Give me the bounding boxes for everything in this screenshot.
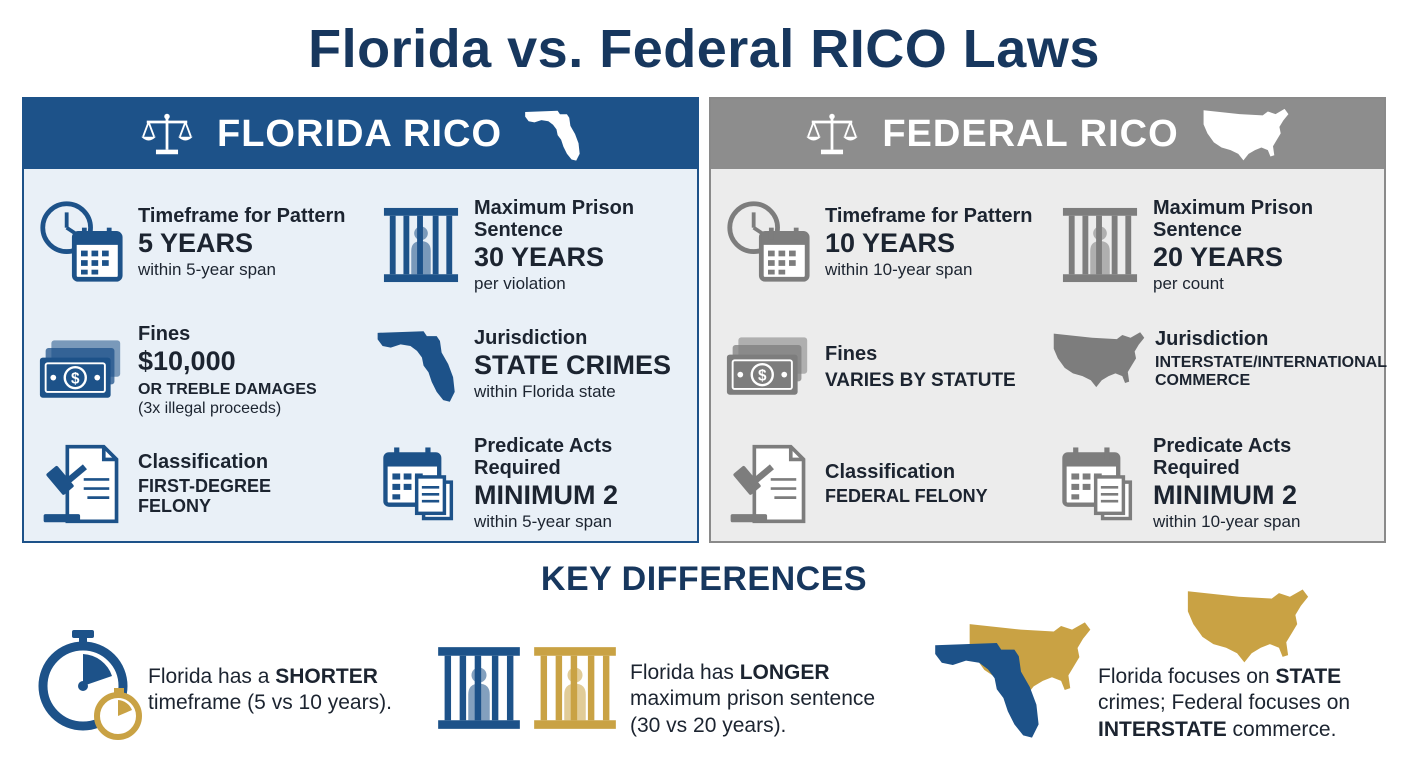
kd-text: commerce. <box>1226 717 1337 741</box>
prison-label-1: Maximum Prison <box>1153 197 1314 219</box>
timeframe-note: within 5-year span <box>138 259 276 279</box>
scales-icon <box>804 111 860 157</box>
predicate-label-1: Predicate Acts <box>1153 435 1292 457</box>
prison-bars-pair-icon <box>436 640 522 736</box>
classification-label: Classification <box>138 451 269 474</box>
prison-label-2: Sentence <box>1153 219 1242 241</box>
predicate-value: MINIMUM 2 <box>1153 480 1297 510</box>
federal-jurisdiction: Jurisdiction INTERSTATE/INTERNATIONAL CO… <box>1051 327 1387 391</box>
prison-note: per violation <box>474 273 566 293</box>
usa-map-icon <box>1201 105 1291 163</box>
kd-text: Florida focuses on <box>1098 665 1276 688</box>
federal-timeframe: Timeframe for Pattern 10 YEARS within 10… <box>725 199 1032 285</box>
florida-map-icon <box>930 632 1046 742</box>
predicate-note: within 5-year span <box>474 511 612 531</box>
kd-text: Florida has <box>630 661 740 684</box>
kd-emphasis: LONGER <box>739 661 830 684</box>
prison-label-2: Sentence <box>474 219 563 241</box>
prison-value: 30 YEARS <box>474 242 605 272</box>
jurisdiction-label: Jurisdiction <box>474 326 588 349</box>
money-icon <box>725 333 811 401</box>
usa-map-icon <box>1184 584 1312 666</box>
scales-icon <box>139 111 195 157</box>
usa-map-icon <box>1051 327 1147 391</box>
clock-calendar-icon <box>38 199 124 285</box>
key-difference-sentence: Florida has LONGER maximum prison senten… <box>630 660 910 739</box>
florida-timeframe: Timeframe for Pattern 5 YEARS within 5-y… <box>38 199 345 285</box>
florida-predicate: Predicate Acts Required MINIMUM 2 within… <box>382 435 618 531</box>
calendar-documents-icon <box>1061 442 1139 524</box>
prison-bars-icon <box>382 204 460 286</box>
predicate-value: MINIMUM 2 <box>474 480 618 510</box>
gavel-document-icon <box>38 443 124 525</box>
gavel-document-icon <box>725 443 811 525</box>
kd-emphasis: STATE <box>1275 665 1342 688</box>
florida-jurisdiction: Jurisdiction STATE CRIMES within Florida… <box>374 323 671 405</box>
jurisdiction-value-1: INTERSTATE/INTERNATIONAL <box>1155 354 1387 372</box>
key-differences-title: KEY DIFFERENCES <box>540 560 868 598</box>
predicate-label-1: Predicate Acts <box>474 435 613 457</box>
florida-prison: Maximum Prison Sentence 30 YEARS per vio… <box>382 197 634 293</box>
jurisdiction-value: STATE CRIMES <box>474 349 672 380</box>
kd-emphasis: SHORTER <box>275 665 378 688</box>
federal-fines: Fines VARIES BY STATUTE <box>725 333 1016 401</box>
clock-calendar-icon <box>725 199 811 285</box>
kd-text: Florida has a <box>148 665 276 688</box>
florida-classification: Classification FIRST-DEGREE FELONY <box>38 443 271 525</box>
prison-label-1: Maximum Prison <box>474 197 635 219</box>
jurisdiction-note: within Florida state <box>474 381 616 401</box>
kd-emphasis: INTERSTATE <box>1098 717 1227 741</box>
kd-text: maximum prison sentence (30 vs 20 years)… <box>630 687 876 737</box>
prison-bars-icon <box>532 640 618 736</box>
prison-bars-icon <box>1061 204 1139 286</box>
fines-value: VARIES BY STATUTE <box>825 369 1016 391</box>
florida-map-icon <box>524 104 582 164</box>
florida-heading: FLORIDA RICO <box>216 112 502 155</box>
prison-note: per count <box>1153 273 1224 293</box>
page-title: Florida vs. Federal RICO Laws <box>308 19 1100 79</box>
jurisdiction-label: Jurisdiction <box>1155 328 1269 351</box>
classification-value-1: FIRST-DEGREE <box>138 476 272 497</box>
key-difference-jurisdiction: Florida focuses on STATE crimes; Federal… <box>1098 664 1350 743</box>
fines-label: Fines <box>825 342 878 365</box>
classification-value: FEDERAL FELONY <box>825 486 988 507</box>
fines-value-2: OR TREBLE DAMAGES <box>138 380 317 398</box>
stopwatch-icon <box>38 630 142 740</box>
timeframe-value: 5 YEARS <box>138 227 254 258</box>
fines-label: Fines <box>138 323 191 345</box>
classification-label: Classification <box>825 461 956 484</box>
timeframe-value: 10 YEARS <box>825 227 956 258</box>
fines-value: $10,000 <box>138 346 236 376</box>
florida-panel-header: FLORIDA RICO <box>24 99 697 169</box>
federal-predicate: Predicate Acts Required MINIMUM 2 within… <box>1061 435 1300 531</box>
classification-value-2: FELONY <box>138 496 212 516</box>
predicate-note: within 10-year span <box>1153 511 1301 531</box>
timeframe-label: Timeframe for Pattern <box>138 204 346 227</box>
predicate-label-2: Required <box>474 457 561 479</box>
federal-classification: Classification FEDERAL FELONY <box>725 443 988 525</box>
prison-value: 20 YEARS <box>1153 242 1284 272</box>
jurisdiction-value-2: COMMERCE <box>1155 372 1251 389</box>
federal-prison: Maximum Prison Sentence 20 YEARS per cou… <box>1061 197 1313 293</box>
florida-map-icon <box>374 323 460 405</box>
federal-panel: FEDERAL RICO Timeframe for Pattern 10 YE… <box>709 97 1387 543</box>
timeframe-label: Timeframe for Pattern <box>825 204 1033 227</box>
kd-text: timeframe (5 vs 10 years). <box>148 691 392 715</box>
federal-panel-header: FEDERAL RICO <box>711 99 1384 169</box>
key-difference-timeframe: Florida has a SHORTER timeframe (5 vs 10… <box>148 664 392 717</box>
calendar-documents-icon <box>382 442 460 524</box>
federal-heading: FEDERAL RICO <box>882 112 1179 155</box>
florida-panel: FLORIDA RICO Timeframe for Pattern 5 YEA… <box>22 97 699 543</box>
money-icon <box>38 336 124 404</box>
timeframe-note: within 10-year span <box>825 259 973 279</box>
fines-note: (3x illegal proceeds) <box>138 400 282 418</box>
florida-fines: Fines $10,000 OR TREBLE DAMAGES (3x ille… <box>38 323 317 418</box>
predicate-label-2: Required <box>1153 457 1240 479</box>
kd-text: crimes; Federal focuses on <box>1098 691 1351 715</box>
